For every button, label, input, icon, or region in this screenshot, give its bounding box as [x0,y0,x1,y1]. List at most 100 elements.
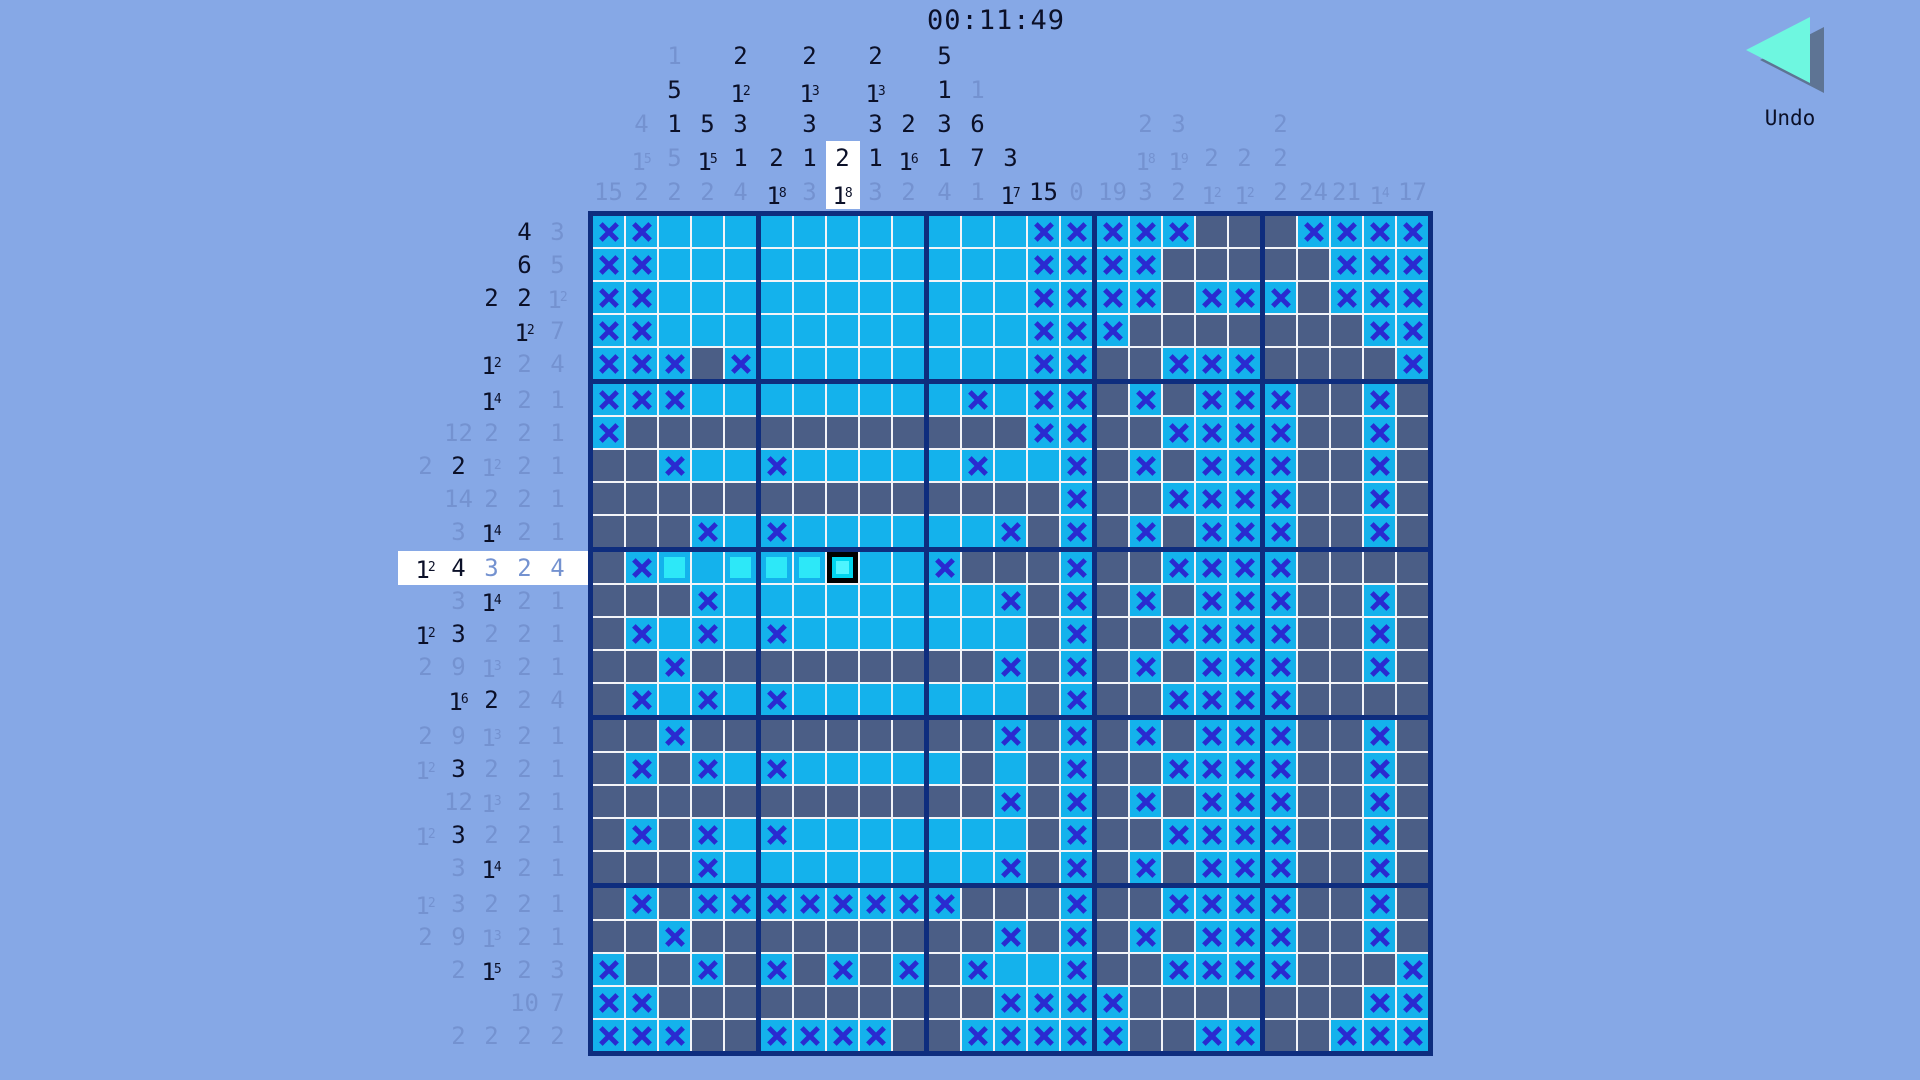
cell-r18-c22[interactable] [1298,786,1329,817]
cell-r17-c11[interactable] [929,753,960,784]
cell-r6-c25[interactable] [1397,384,1428,415]
cell-r11-c24[interactable] [1364,552,1395,583]
cell-r20-c25[interactable] [1397,852,1428,883]
cell-r15-c13[interactable] [995,684,1026,715]
cell-r7-c14[interactable] [1028,417,1059,448]
cell-r23-c2[interactable] [626,954,657,985]
cell-r10-c12[interactable] [962,516,993,547]
cell-r3-c14[interactable] [1028,282,1059,313]
cell-r15-c22[interactable] [1298,684,1329,715]
cell-r10-c11[interactable] [929,516,960,547]
cell-r9-c20[interactable] [1229,483,1260,514]
cell-r24-c5[interactable] [725,987,756,1018]
cell-r7-c24[interactable] [1364,417,1395,448]
cell-r13-c14[interactable] [1028,618,1059,649]
cell-r9-c15[interactable] [1061,483,1092,514]
cell-r24-c19[interactable] [1196,987,1227,1018]
cell-r4-c10[interactable] [893,315,924,346]
cell-r19-c19[interactable] [1196,819,1227,850]
cell-r2-c6[interactable] [761,249,792,280]
cell-r11-c16[interactable] [1097,552,1128,583]
cell-r10-c14[interactable] [1028,516,1059,547]
cell-r2-c4[interactable] [692,249,723,280]
cell-r2-c18[interactable] [1163,249,1194,280]
cell-r9-c6[interactable] [761,483,792,514]
cell-r1-c17[interactable] [1130,216,1161,247]
cell-r2-c5[interactable] [725,249,756,280]
cell-r11-c10[interactable] [893,552,924,583]
cell-r24-c9[interactable] [860,987,891,1018]
cell-r22-c15[interactable] [1061,921,1092,952]
cell-r10-c3[interactable] [659,516,690,547]
cell-r18-c9[interactable] [860,786,891,817]
cell-r16-c15[interactable] [1061,720,1092,751]
cell-r22-c17[interactable] [1130,921,1161,952]
cell-r25-c14[interactable] [1028,1020,1059,1051]
cell-r4-c8[interactable] [827,315,858,346]
cell-r16-c14[interactable] [1028,720,1059,751]
cell-r2-c13[interactable] [995,249,1026,280]
cell-r6-c15[interactable] [1061,384,1092,415]
cell-r12-c20[interactable] [1229,585,1260,616]
cell-r23-c22[interactable] [1298,954,1329,985]
cell-r20-c20[interactable] [1229,852,1260,883]
cell-r16-c21[interactable] [1265,720,1296,751]
cell-r4-c14[interactable] [1028,315,1059,346]
cell-r25-c17[interactable] [1130,1020,1161,1051]
cell-r7-c12[interactable] [962,417,993,448]
cell-r9-c24[interactable] [1364,483,1395,514]
cell-r14-c16[interactable] [1097,651,1128,682]
cell-r1-c15[interactable] [1061,216,1092,247]
cell-r5-c23[interactable] [1331,348,1362,379]
cell-r19-c20[interactable] [1229,819,1260,850]
cell-r25-c6[interactable] [761,1020,792,1051]
cell-r4-c6[interactable] [761,315,792,346]
cell-r16-c1[interactable] [593,720,624,751]
cell-r15-c4[interactable] [692,684,723,715]
cell-r6-c9[interactable] [860,384,891,415]
cell-r25-c8[interactable] [827,1020,858,1051]
cell-r11-c7[interactable] [794,552,825,583]
cell-r5-c6[interactable] [761,348,792,379]
cell-r13-c25[interactable] [1397,618,1428,649]
cell-r8-c20[interactable] [1229,450,1260,481]
cell-r22-c1[interactable] [593,921,624,952]
cell-r19-c23[interactable] [1331,819,1362,850]
cell-r8-c17[interactable] [1130,450,1161,481]
cell-r23-c6[interactable] [761,954,792,985]
cell-r12-c8[interactable] [827,585,858,616]
cell-r18-c25[interactable] [1397,786,1428,817]
cell-r24-c20[interactable] [1229,987,1260,1018]
cell-r19-c11[interactable] [929,819,960,850]
cell-r20-c9[interactable] [860,852,891,883]
cell-r4-c17[interactable] [1130,315,1161,346]
cell-r6-c23[interactable] [1331,384,1362,415]
cell-r14-c12[interactable] [962,651,993,682]
cell-r16-c23[interactable] [1331,720,1362,751]
cell-r4-c22[interactable] [1298,315,1329,346]
cell-r15-c7[interactable] [794,684,825,715]
cell-r21-c23[interactable] [1331,888,1362,919]
cell-r5-c19[interactable] [1196,348,1227,379]
cell-r16-c18[interactable] [1163,720,1194,751]
cell-r20-c22[interactable] [1298,852,1329,883]
cell-r10-c10[interactable] [893,516,924,547]
cell-r23-c15[interactable] [1061,954,1092,985]
cell-r3-c7[interactable] [794,282,825,313]
cell-r15-c21[interactable] [1265,684,1296,715]
cell-r21-c24[interactable] [1364,888,1395,919]
cell-r2-c10[interactable] [893,249,924,280]
cell-r5-c9[interactable] [860,348,891,379]
cell-r22-c13[interactable] [995,921,1026,952]
cell-r18-c24[interactable] [1364,786,1395,817]
cell-r10-c18[interactable] [1163,516,1194,547]
cell-r15-c11[interactable] [929,684,960,715]
cell-r12-c12[interactable] [962,585,993,616]
cell-r22-c14[interactable] [1028,921,1059,952]
cell-r7-c17[interactable] [1130,417,1161,448]
cell-r14-c6[interactable] [761,651,792,682]
cell-r17-c21[interactable] [1265,753,1296,784]
cell-r23-c19[interactable] [1196,954,1227,985]
cell-r5-c2[interactable] [626,348,657,379]
cell-r19-c2[interactable] [626,819,657,850]
